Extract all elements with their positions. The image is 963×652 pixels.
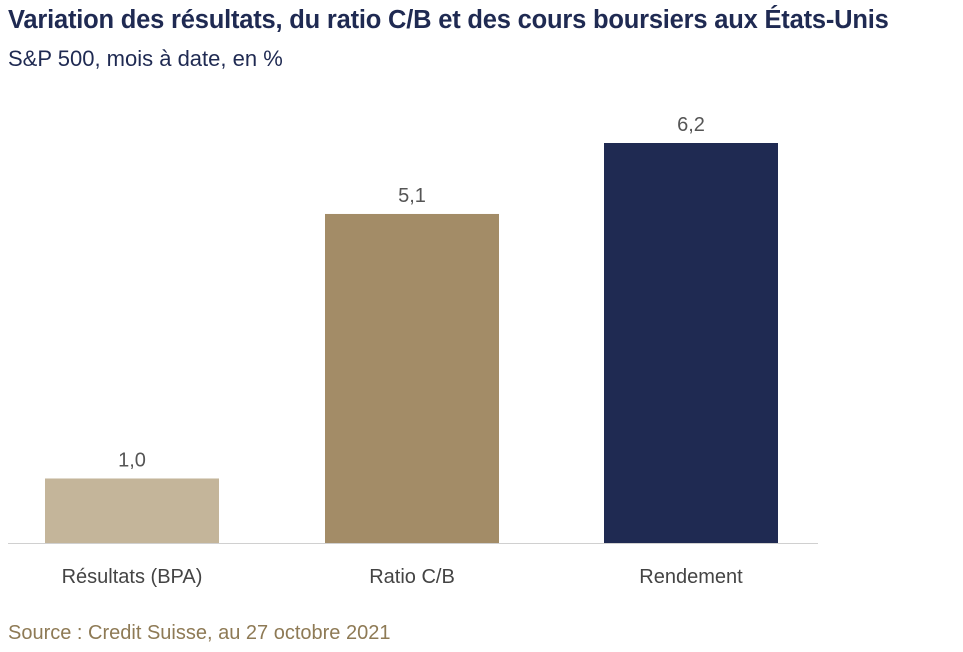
category-labels-group: Résultats (BPA) Ratio C/B Rendement bbox=[62, 566, 744, 588]
source-note: Source : Credit Suisse, au 27 octobre 20… bbox=[8, 622, 391, 644]
value-labels-group: 1,0 5,1 6,2 bbox=[118, 114, 705, 471]
bar-3 bbox=[604, 143, 778, 543]
bar-value-label-3: 6,2 bbox=[677, 114, 705, 136]
category-label-2: Ratio C/B bbox=[369, 566, 455, 588]
bars-group bbox=[45, 143, 778, 543]
chart-subtitle: S&P 500, mois à date, en % bbox=[8, 46, 283, 71]
bar-1 bbox=[45, 478, 219, 543]
category-label-3: Rendement bbox=[639, 566, 743, 588]
bar-value-label-1: 1,0 bbox=[118, 449, 146, 471]
bar-2 bbox=[325, 213, 499, 543]
chart-title: Variation des résultats, du ratio C/B et… bbox=[8, 6, 889, 34]
category-label-1: Résultats (BPA) bbox=[62, 566, 203, 588]
bar-value-label-2: 5,1 bbox=[398, 185, 426, 207]
